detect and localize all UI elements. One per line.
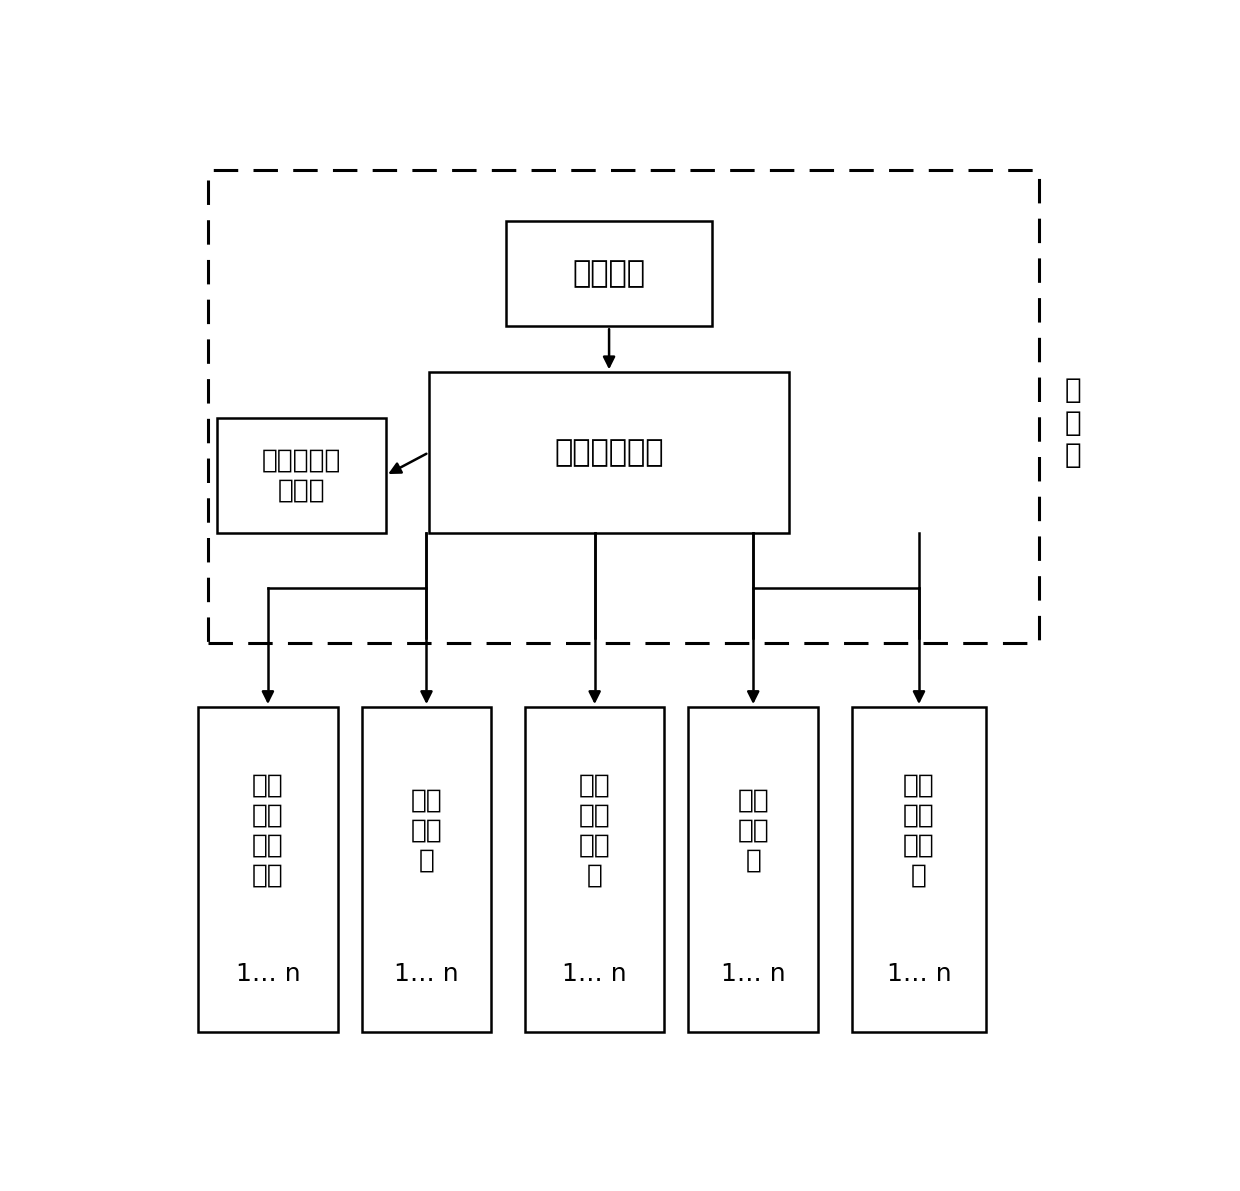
- Text: 1… n: 1… n: [563, 962, 627, 986]
- Text: 温湿
度检
测传
感器: 温湿 度检 测传 感器: [252, 773, 284, 888]
- Text: 远程数据传
输模块: 远程数据传 输模块: [262, 448, 341, 504]
- Bar: [208, 170, 1039, 643]
- Text: 乙烯
传感
器: 乙烯 传感 器: [738, 787, 769, 874]
- Bar: [506, 220, 712, 326]
- Bar: [429, 373, 789, 532]
- Bar: [852, 707, 986, 1033]
- Bar: [198, 707, 337, 1033]
- Bar: [525, 707, 665, 1033]
- Bar: [688, 707, 818, 1033]
- Text: 二氧
化硫
传感
器: 二氧 化硫 传感 器: [903, 773, 935, 888]
- Text: 监
测
盒: 监 测 盒: [1064, 376, 1081, 469]
- Text: 数据采集模块: 数据采集模块: [554, 438, 663, 467]
- Text: 氧气
传感
器: 氧气 传感 器: [410, 787, 443, 874]
- Text: 1… n: 1… n: [887, 962, 951, 986]
- Text: 1… n: 1… n: [394, 962, 459, 986]
- Text: 1… n: 1… n: [720, 962, 785, 986]
- Text: 二氧
化碳
传感
器: 二氧 化碳 传感 器: [579, 773, 610, 888]
- Text: 供电模块: 供电模块: [573, 260, 646, 288]
- Bar: [362, 707, 491, 1033]
- Text: 1… n: 1… n: [236, 962, 300, 986]
- Bar: [217, 418, 386, 532]
